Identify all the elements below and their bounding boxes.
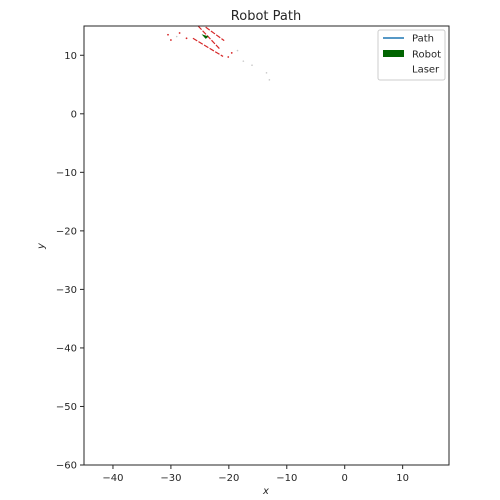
x-tick-label: −10	[276, 473, 297, 484]
plot-axes-frame	[83, 25, 450, 466]
faint-point	[175, 35, 178, 38]
faint-point	[251, 64, 253, 67]
legend-box	[377, 29, 446, 81]
laser-point	[227, 56, 230, 58]
faint-point	[242, 60, 245, 62]
y-tick-label: 0	[71, 109, 77, 120]
y-tick-label: −20	[56, 226, 77, 237]
faint-point	[265, 72, 268, 74]
x-axis-label: x	[262, 486, 269, 497]
laser-segment	[192, 37, 224, 57]
y-tick-label: −30	[56, 285, 77, 296]
laser-point	[178, 32, 181, 34]
robot-marker	[201, 34, 209, 39]
legend-label-path: Path	[412, 34, 434, 45]
x-tick-label: −40	[102, 473, 123, 484]
y-tick-label: −10	[56, 168, 77, 179]
y-axis-label: y	[36, 242, 47, 250]
x-tick-label: 0	[342, 473, 348, 484]
y-tick-label: −60	[56, 461, 77, 472]
y-tick-label: −40	[56, 343, 77, 354]
laser-segment	[205, 26, 225, 42]
chart-title: Robot Path	[231, 9, 301, 24]
legend-label-robot: Robot	[412, 50, 441, 61]
x-tick-label: 10	[396, 473, 409, 484]
plot-content	[167, 25, 271, 81]
legend-robot-swatch	[383, 50, 404, 57]
x-axis-ticks: −40 −30 −20 −10 0 10	[102, 465, 409, 484]
laser-point	[167, 33, 169, 36]
x-tick-label: −20	[218, 473, 239, 484]
laser-point	[170, 39, 172, 41]
y-tick-label: 10	[64, 51, 77, 62]
laser-segment	[197, 25, 221, 50]
laser-point	[185, 37, 188, 40]
x-tick-label: −30	[160, 473, 181, 484]
legend: Path Robot Laser	[377, 29, 446, 81]
legend-label-laser: Laser	[412, 65, 440, 76]
y-axis-ticks: 10 0 −10 −20 −30 −40 −50 −60	[56, 51, 84, 472]
faint-point	[236, 49, 239, 52]
y-tick-label: −50	[56, 402, 77, 413]
faint-point	[268, 79, 271, 81]
laser-point	[230, 52, 233, 54]
